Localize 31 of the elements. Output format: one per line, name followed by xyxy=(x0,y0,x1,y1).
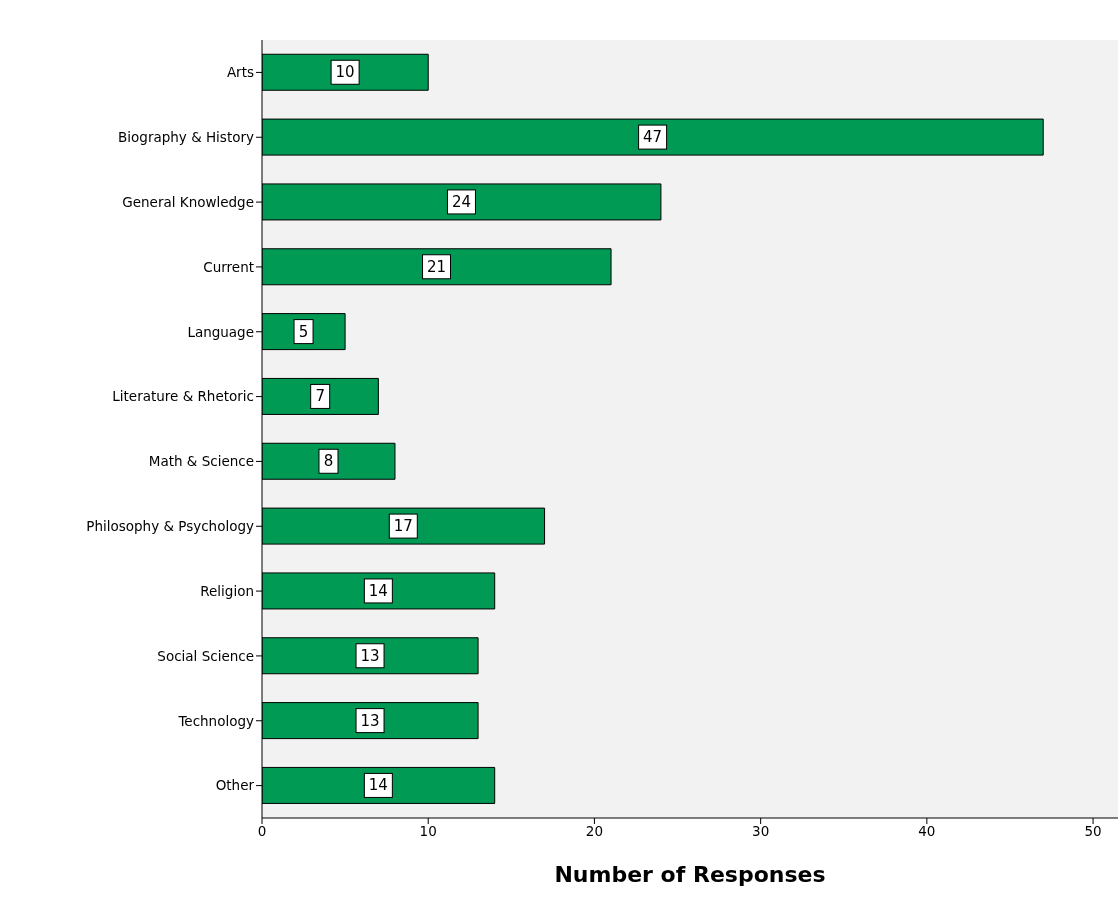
y-tick-label: Philosophy & Psychology xyxy=(86,518,254,535)
data-label: 47 xyxy=(643,128,663,147)
y-tick-label: Literature & Rhetoric xyxy=(112,388,254,405)
data-label: 8 xyxy=(323,452,334,471)
x-tick-label: 0 xyxy=(257,822,267,839)
y-tick-label: Math & Science xyxy=(148,453,254,470)
data-label: 14 xyxy=(368,581,388,600)
y-tick-label: Biography & History xyxy=(118,129,255,146)
data-label: 5 xyxy=(298,322,309,341)
x-tick-label: 40 xyxy=(918,822,936,839)
y-tick-label: Religion xyxy=(200,582,254,599)
data-label: 14 xyxy=(368,776,388,795)
x-axis-title: Number of Responses xyxy=(554,862,826,887)
y-tick-label: Current xyxy=(203,258,254,275)
data-label: 10 xyxy=(335,63,355,82)
data-label: 24 xyxy=(451,192,471,211)
data-label: 21 xyxy=(426,257,447,276)
x-tick-label: 20 xyxy=(585,822,604,839)
x-tick-label: 30 xyxy=(752,822,770,839)
x-tick-label: 10 xyxy=(419,822,437,839)
y-tick-label: General Knowledge xyxy=(122,193,254,210)
data-label: 13 xyxy=(360,646,380,665)
y-tick-label: Technology xyxy=(177,712,255,729)
y-tick-label: Social Science xyxy=(157,647,254,664)
data-label: 7 xyxy=(315,387,325,406)
y-tick-label: Other xyxy=(215,777,255,794)
data-label: 13 xyxy=(360,711,380,730)
y-tick-label: Arts xyxy=(226,64,254,81)
x-tick-label: 50 xyxy=(1084,822,1102,839)
data-label: 17 xyxy=(393,517,413,536)
y-tick-label: Language xyxy=(187,323,254,340)
